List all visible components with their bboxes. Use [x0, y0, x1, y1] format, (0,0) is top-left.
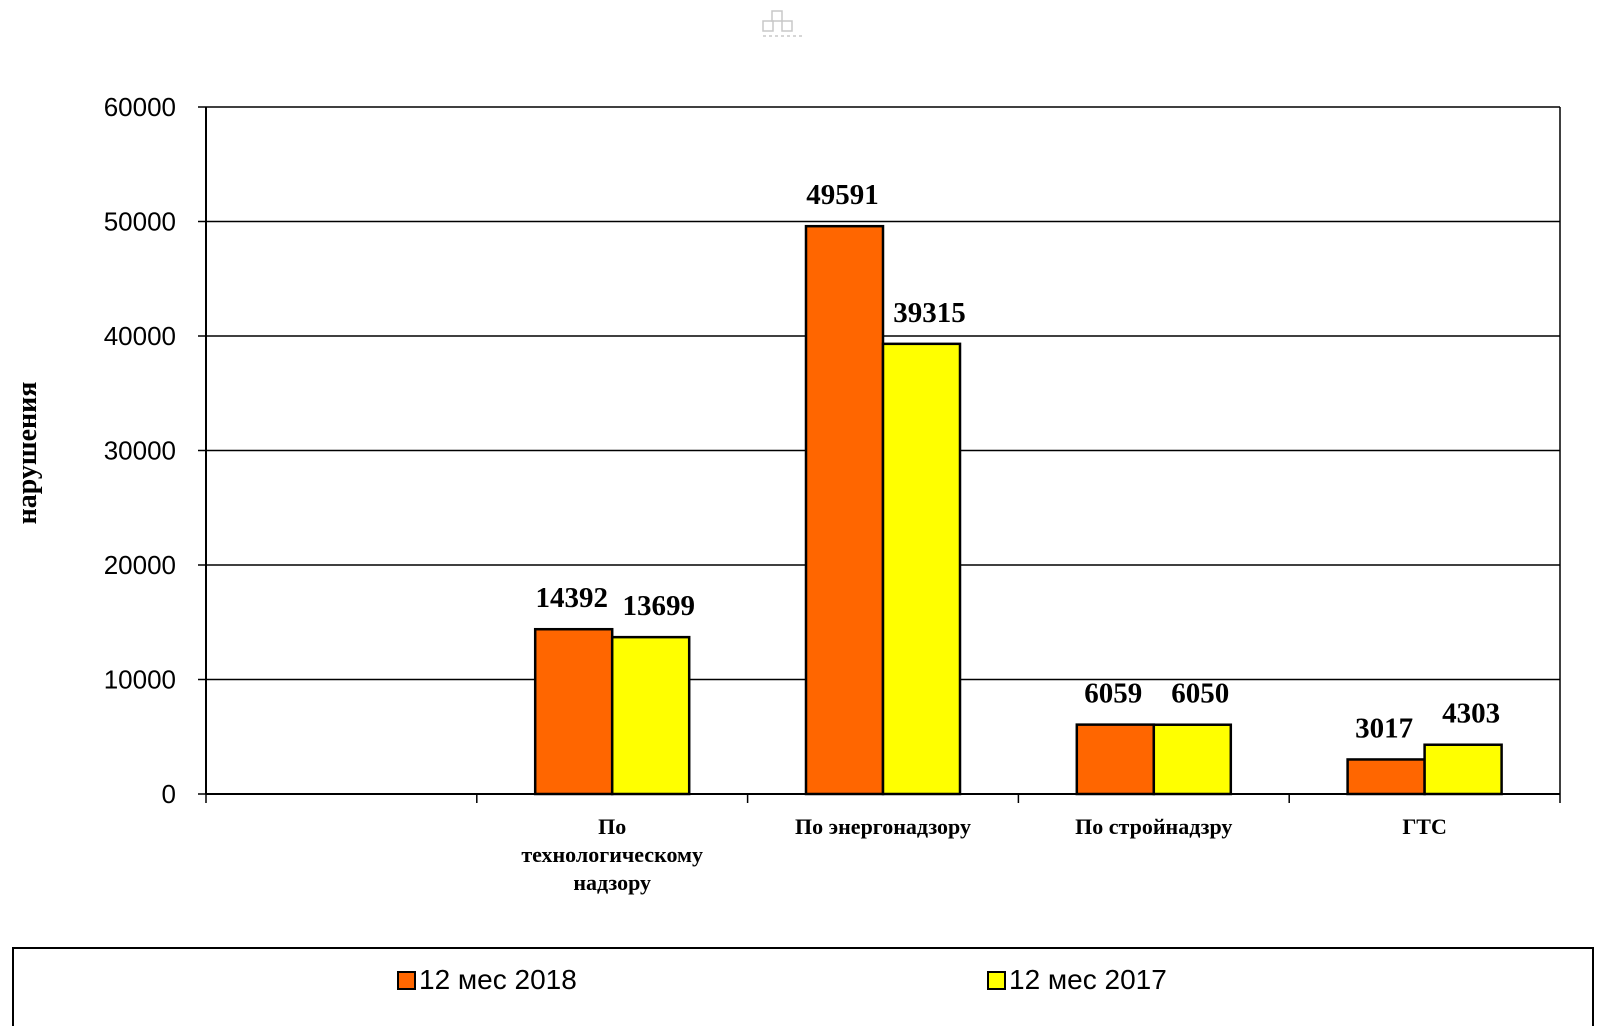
data-label: 6059 — [1084, 678, 1142, 710]
data-label: 3017 — [1355, 712, 1413, 744]
legend-swatch — [397, 971, 416, 990]
bar — [1423, 743, 1503, 796]
legend-label: 12 мес 2018 — [419, 964, 577, 995]
legend-swatch — [987, 971, 1006, 990]
category-label: По энергонадзору — [795, 814, 971, 839]
category-label: По стройнадзру — [1075, 814, 1232, 839]
x-tick-marks — [205, 794, 1561, 803]
legend: 12 мес 2018 12 мес 2017 — [12, 947, 1594, 1026]
bars — [533, 224, 1503, 796]
y-tick-label: 50000 — [104, 207, 176, 237]
bar — [804, 224, 885, 796]
bar — [1075, 723, 1156, 796]
y-axis-label: нарушения — [12, 382, 43, 525]
y-tick-label: 20000 — [104, 550, 176, 580]
data-label: 4303 — [1442, 698, 1500, 730]
y-tick-label: 40000 — [104, 321, 176, 351]
legend-item: 12 мес 2018 — [397, 964, 577, 995]
category-labels: По технологическому надзору По энергонадзор… — [521, 814, 1447, 895]
y-tick-label: 10000 — [104, 665, 176, 695]
data-label: 39315 — [893, 297, 966, 329]
data-label: 13699 — [622, 590, 695, 622]
legend-label: 12 мес 2017 — [1009, 964, 1167, 995]
bar — [881, 342, 962, 796]
y-tick-label: 60000 — [104, 92, 176, 122]
legend-item: 12 мес 2017 — [987, 964, 1167, 995]
category-label: По технологическому надзору — [521, 814, 703, 895]
y-tick-label: 30000 — [104, 436, 176, 466]
data-label: 49591 — [806, 179, 879, 211]
legend-frame — [12, 947, 1594, 1026]
bar — [610, 635, 691, 796]
bar — [1346, 758, 1426, 796]
data-label: 6050 — [1171, 678, 1229, 710]
category-label: ГТС — [1402, 814, 1447, 839]
data-label: 14392 — [535, 582, 608, 614]
data-labels: 14392 49591 6059 3017 13699 39315 6050 4303 — [535, 179, 1500, 744]
y-tick-labels: 0 10000 20000 30000 40000 50000 60000 — [104, 92, 206, 809]
bar — [533, 627, 614, 796]
move-handle-icon — [762, 10, 803, 37]
bar — [1152, 723, 1233, 796]
y-tick-label: 0 — [162, 779, 176, 809]
